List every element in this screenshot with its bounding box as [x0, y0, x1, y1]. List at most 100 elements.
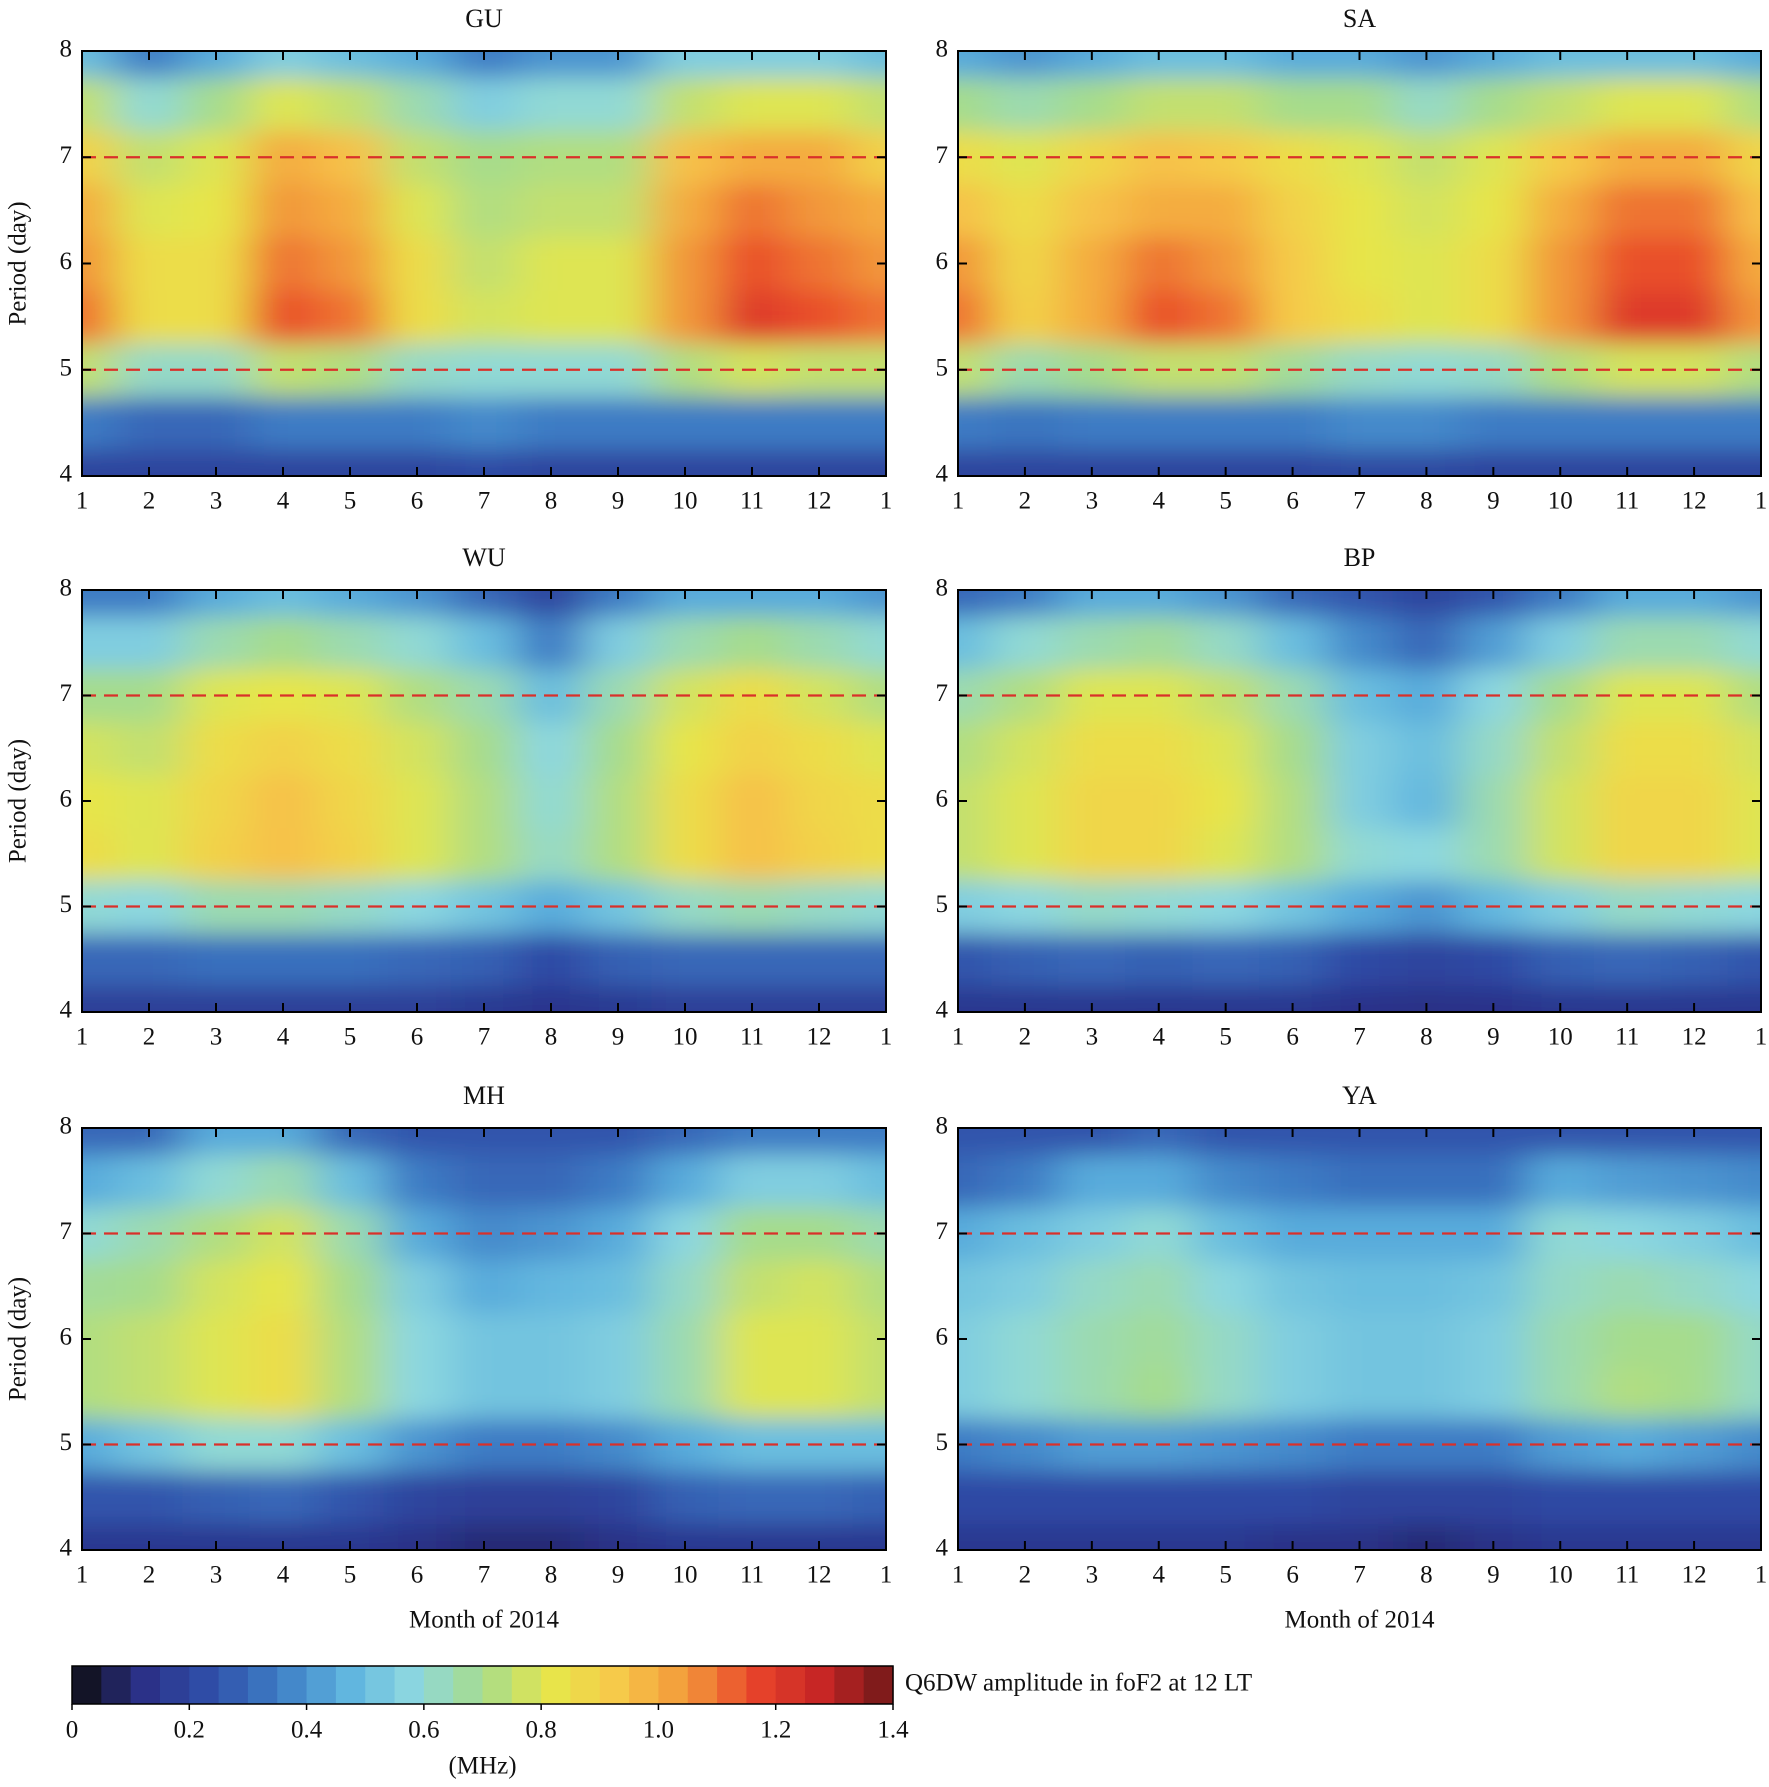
- colorbar-swatch: [423, 1666, 454, 1704]
- heatmap-cell: [991, 932, 1059, 987]
- heatmap-cell: [450, 396, 518, 450]
- heatmap-cell: [1660, 290, 1729, 344]
- heatmap-cell: [1125, 774, 1193, 828]
- heatmap-cell: [1526, 1128, 1595, 1155]
- heatmap-cell: [450, 1312, 518, 1366]
- colorbar-tick-label: 0.8: [526, 1717, 557, 1744]
- heatmap-cell: [1392, 77, 1461, 132]
- heatmap-cell: [718, 51, 786, 79]
- heatmap-cell: [1392, 1312, 1461, 1366]
- heatmap-cell: [1125, 721, 1193, 776]
- heatmap-cell: [718, 721, 786, 776]
- heatmap-cell: [1459, 932, 1528, 987]
- x-tick-label: 2: [143, 488, 156, 515]
- colorbar-swatch: [218, 1666, 249, 1704]
- heatmap-cell: [383, 183, 451, 238]
- x-tick-label: 6: [411, 1562, 424, 1589]
- x-tick-label: 9: [612, 1562, 625, 1589]
- heatmap-cell: [1192, 616, 1260, 670]
- heatmap-cell: [115, 1259, 183, 1314]
- heatmap-cell: [991, 236, 1059, 291]
- heatmap-cell: [718, 1312, 786, 1366]
- heatmap-cell: [584, 590, 652, 617]
- heatmap-cell: [1526, 183, 1595, 238]
- heatmap-cell: [1058, 590, 1126, 617]
- heatmap-cell: [1727, 774, 1761, 828]
- heatmap-cell: [383, 77, 451, 132]
- heatmap-cell: [1392, 396, 1461, 450]
- y-tick-label: 7: [936, 142, 949, 169]
- heatmap-cell: [82, 51, 116, 79]
- heatmap-cell: [584, 721, 652, 776]
- heatmap-cell: [852, 51, 886, 79]
- heatmap-cell: [1058, 236, 1126, 291]
- heatmap-cell: [1660, 1128, 1729, 1155]
- y-tick-label: 7: [60, 680, 73, 707]
- heatmap-cell: [584, 932, 652, 987]
- heatmap-cell: [785, 290, 853, 344]
- x-tick-label: 3: [210, 1024, 223, 1051]
- heatmap-cell: [316, 290, 384, 344]
- heatmap-cell: [115, 590, 183, 617]
- colorbar-tick-label: 0.6: [408, 1717, 439, 1744]
- plot-area: [958, 590, 1761, 1012]
- heatmap-cell: [249, 1128, 317, 1155]
- heatmap-cell: [182, 590, 250, 617]
- heatmap-cell: [1259, 827, 1327, 881]
- heatmap-cell: [517, 616, 585, 670]
- heatmap-cell: [651, 51, 719, 79]
- heatmap-cell: [182, 616, 250, 670]
- heatmap-cell: [115, 236, 183, 291]
- heatmap-cell: [1326, 721, 1394, 776]
- heatmap-cell: [450, 183, 518, 238]
- heatmap-cell: [1459, 590, 1528, 617]
- x-tick-label: 12: [807, 1562, 832, 1589]
- heatmap-cell: [852, 1523, 886, 1550]
- x-tick-label: 4: [1153, 1562, 1166, 1589]
- x-tick-label: 1: [952, 1024, 965, 1051]
- x-tick-label: 1: [952, 488, 965, 515]
- heatmap-cell: [852, 669, 886, 723]
- y-tick-label: 6: [936, 1324, 949, 1351]
- heatmap-cell: [115, 1470, 183, 1525]
- colorbar-swatch: [834, 1666, 865, 1704]
- heatmap-cell: [718, 236, 786, 291]
- heatmap-cell: [991, 721, 1059, 776]
- x-tick-label: 8: [1420, 1024, 1433, 1051]
- heatmap-cell: [182, 183, 250, 238]
- heatmap-cell: [584, 1365, 652, 1419]
- heatmap-cell: [991, 1154, 1059, 1208]
- heatmap-cell: [1459, 774, 1528, 828]
- heatmap-cell: [958, 1154, 992, 1208]
- heatmap-cell: [1459, 1128, 1528, 1155]
- heatmap-cell: [852, 1418, 886, 1472]
- heatmap-cell: [584, 77, 652, 132]
- heatmap-cell: [1392, 590, 1461, 617]
- heatmap-cell: [651, 1154, 719, 1208]
- heatmap-cell: [852, 449, 886, 476]
- heatmap-cell: [1326, 396, 1394, 450]
- y-tick-label: 4: [936, 997, 949, 1024]
- x-tick-label: 9: [1487, 488, 1500, 515]
- y-tick-label: 6: [936, 786, 949, 813]
- heatmap-cell: [1192, 1312, 1260, 1366]
- heatmap-cell: [517, 932, 585, 987]
- y-tick-label: 6: [60, 1324, 73, 1351]
- heatmap-cell: [584, 183, 652, 238]
- heatmap-cell: [958, 396, 992, 450]
- heatmap-cell: [517, 236, 585, 291]
- heatmap-cell: [584, 774, 652, 828]
- heatmap-cell: [249, 590, 317, 617]
- heatmap-cell: [249, 616, 317, 670]
- heatmap-cell: [182, 721, 250, 776]
- colorbar-swatch: [482, 1666, 513, 1704]
- heatmap-cell: [1660, 51, 1729, 79]
- y-tick-label: 4: [60, 997, 73, 1024]
- heatmap-cell: [1259, 1312, 1327, 1366]
- heatmap-cell: [1259, 51, 1327, 79]
- heatmap-cell: [1459, 396, 1528, 450]
- heatmap-cell: [718, 1259, 786, 1314]
- x-tick-label: 11: [740, 1562, 764, 1589]
- heatmap-cell: [852, 1365, 886, 1419]
- x-tick-label: 8: [545, 1024, 558, 1051]
